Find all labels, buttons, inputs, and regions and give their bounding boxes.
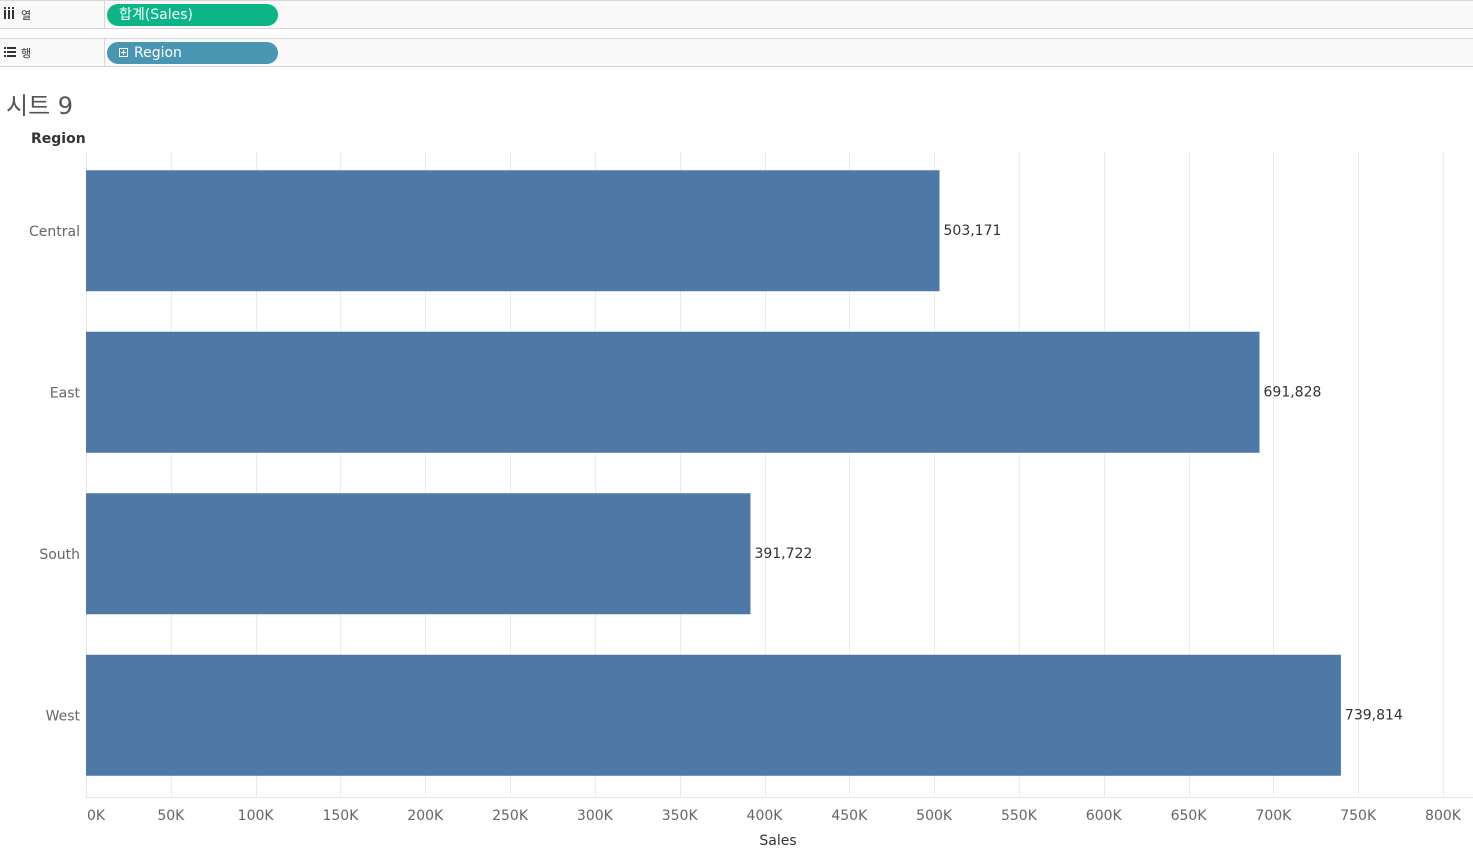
rows-shelf: 행 Region [0,38,1473,67]
x-tick-label: 550K [1001,808,1038,824]
bar-south[interactable] [86,493,751,615]
x-tick-label: 50K [157,808,185,824]
x-tick-label: 300K [577,808,614,824]
sum-sales-pill[interactable]: 합계(Sales) [107,4,278,26]
columns-shelf-label: 열 [21,9,32,22]
rows-shelf-label: 행 [21,47,32,60]
x-tick-label: 650K [1171,808,1208,824]
x-tick-label: 450K [831,808,868,824]
data-label: 739,814 [1345,707,1403,723]
bar-central[interactable] [86,170,940,292]
rows-icon [4,47,16,57]
region-pill-label: Region [134,45,182,61]
shelf-divider [104,39,105,66]
x-tick-label: 200K [407,808,444,824]
region-pill[interactable]: Region [107,42,278,64]
columns-shelf: 열 합계(Sales) [0,0,1473,29]
x-tick-label: 0K [87,808,106,824]
x-tick-label: 800K [1425,808,1462,824]
bar-west[interactable] [86,654,1341,776]
region-header[interactable]: Region [31,131,86,147]
x-tick-label: 700K [1255,808,1292,824]
category-label[interactable]: South [39,547,80,563]
category-label[interactable]: East [50,385,81,401]
sum-sales-pill-label: 합계(Sales) [119,7,193,23]
category-label[interactable]: Central [29,224,80,240]
x-tick-label: 350K [662,808,699,824]
x-axis-title[interactable]: Sales [759,833,797,849]
x-tick-label: 250K [492,808,529,824]
sheet-title: 시트 9 [6,92,74,120]
x-tick-label: 500K [916,808,953,824]
shelf-divider [104,1,105,28]
columns-icon [4,7,14,19]
category-label[interactable]: West [46,708,81,724]
x-tick-label: 150K [322,808,359,824]
x-tick-label: 100K [238,808,275,824]
data-label: 691,828 [1264,384,1322,400]
x-tick-label: 400K [747,808,784,824]
x-tick-label: 750K [1340,808,1377,824]
bar-east[interactable] [86,331,1260,453]
data-label: 503,171 [944,223,1002,239]
expand-icon[interactable] [119,48,128,57]
x-tick-label: 600K [1086,808,1123,824]
data-label: 391,722 [754,546,812,562]
